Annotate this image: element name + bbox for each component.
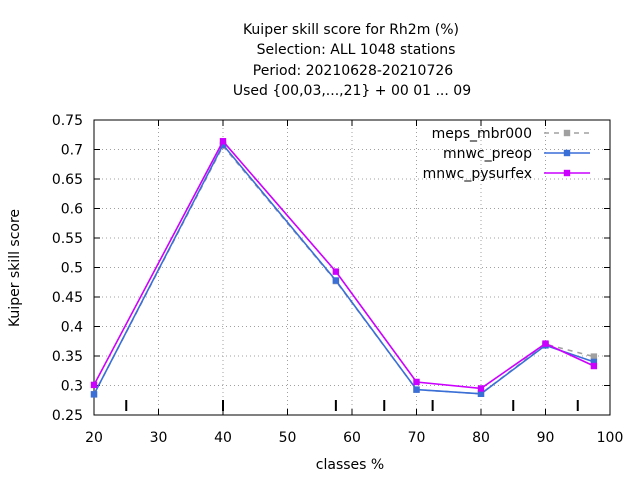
data-point xyxy=(90,381,98,389)
x-tick-label: 90 xyxy=(537,430,555,446)
chart-title-line-2: Selection: ALL 1048 stations xyxy=(257,42,456,58)
chart-title: Kuiper skill score for Rh2m (%) Selectio… xyxy=(233,22,471,99)
legend-marker xyxy=(563,129,571,137)
x-tick-label: 50 xyxy=(279,430,297,446)
data-point xyxy=(477,385,485,392)
data-point xyxy=(332,277,340,284)
y-tick-label: 0.65 xyxy=(52,172,83,188)
data-point xyxy=(590,353,598,360)
data-point xyxy=(332,268,340,275)
y-tick-label: 0.6 xyxy=(61,202,83,218)
x-tick-label: 100 xyxy=(597,430,624,446)
series-line xyxy=(93,144,595,395)
x-tick-label: 80 xyxy=(472,430,490,446)
plot-frame xyxy=(93,119,611,416)
y-tick-label: 0.55 xyxy=(52,231,83,247)
data-point xyxy=(413,378,420,386)
data-point xyxy=(219,141,227,148)
y-tick-label: 0.35 xyxy=(52,349,83,365)
y-tick-label: 0.5 xyxy=(61,261,83,277)
legend-marker xyxy=(563,169,571,177)
chart-title-line-3: Period: 20210628-20210726 xyxy=(253,63,453,79)
legend-label: meps_mbr000 xyxy=(432,126,532,142)
axes: 0.25 0.3 0.35 0.4 0.45 0.5 0.55 0.6 0.65 0.7 0.75 2… xyxy=(52,113,624,446)
data-point xyxy=(413,386,420,393)
chart-title-line-4: Used {00,03,...,21} + 00 01 ... 09 xyxy=(233,83,471,99)
grid xyxy=(94,120,610,415)
x-axis-label: classes % xyxy=(316,457,384,473)
legend-label: mnwc_preop xyxy=(443,146,532,162)
legend-marker xyxy=(563,149,571,157)
data-point xyxy=(90,391,98,398)
legend-label: mnwc_pysurfex xyxy=(423,166,532,182)
data-point xyxy=(477,390,485,397)
series-line xyxy=(93,143,595,395)
series-layer xyxy=(90,138,598,398)
y-tick-label: 0.25 xyxy=(52,408,83,424)
x-tick-label: 70 xyxy=(408,430,426,446)
y-tick-label: 0.7 xyxy=(61,143,83,159)
data-point xyxy=(219,138,227,145)
y-axis-label: Kuiper skill score xyxy=(7,209,23,327)
series-mnwc_pysurfex xyxy=(90,138,598,392)
class-marks xyxy=(125,400,579,411)
y-tick-label: 0.45 xyxy=(52,290,83,306)
y-tick-label: 0.3 xyxy=(61,379,83,395)
chart-title-line-1: Kuiper skill score for Rh2m (%) xyxy=(243,22,459,38)
legend: meps_mbr000 mnwc_preop mnwc_pysurfex xyxy=(423,126,590,182)
x-tick-label: 60 xyxy=(343,430,361,446)
y-tick-label: 0.75 xyxy=(52,113,83,129)
data-point xyxy=(542,340,549,347)
data-point xyxy=(590,362,598,370)
x-tick-label: 30 xyxy=(150,430,168,446)
x-tick-label: 40 xyxy=(214,430,232,446)
data-point xyxy=(590,358,598,366)
y-tick-label: 0.4 xyxy=(61,320,83,336)
x-tick-label: 20 xyxy=(85,430,103,446)
